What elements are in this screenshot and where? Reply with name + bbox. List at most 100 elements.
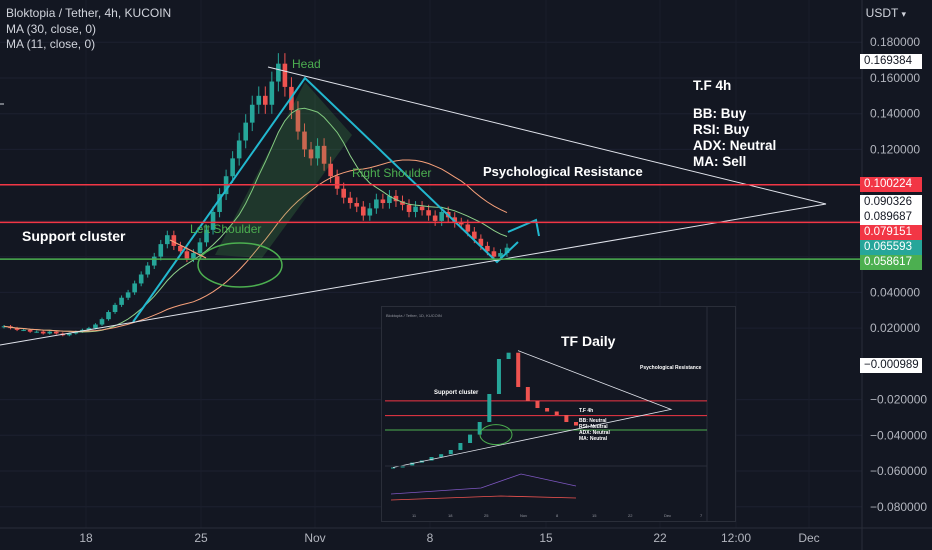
y-tick-label: 0.180000: [870, 35, 920, 49]
inset-x-tick-label: Nov: [520, 513, 528, 518]
candle-body: [328, 163, 333, 177]
inset-signals-panel: T.F 4h BB: Neutral RSI: Neutral ADX: Neu…: [579, 408, 610, 442]
inset-x-tick-label: 22: [628, 513, 633, 518]
candle-body: [73, 331, 79, 334]
symbol-title[interactable]: Bloktopia / Tether, 4h, KUCOIN: [6, 6, 172, 20]
y-tick-label: −0.040000: [870, 428, 927, 442]
candle-body: [485, 245, 490, 252]
ma30-legend[interactable]: MA (30, close, 0): [6, 22, 97, 36]
arrow-up-icon: [507, 218, 540, 237]
tf-title: T.F 4h: [693, 78, 732, 93]
inset-signal-rsi: RSI: Neutral: [579, 424, 608, 430]
currency-text: USDT: [865, 6, 899, 20]
candle-body: [53, 331, 59, 334]
left-shoulder-label: Left Shoulder: [190, 222, 262, 236]
x-axis[interactable]: 18 25 Nov 8 15 22 12:00 Dec: [0, 528, 860, 550]
candle-body: [276, 63, 281, 82]
candle-body: [99, 319, 105, 325]
candle-body: [504, 247, 510, 254]
candle-body: [491, 251, 497, 257]
inset-candle: [496, 359, 501, 394]
inset-signal-bb: BB: Neutral: [579, 418, 607, 424]
candle-body: [262, 95, 268, 105]
candle-body: [367, 208, 373, 216]
price-tag: 0.090326: [860, 194, 922, 210]
inset-x-tick-label: Dec: [664, 513, 672, 518]
inset-candle: [429, 457, 434, 461]
price-tag: 0.100224: [860, 177, 922, 193]
candle-body: [347, 197, 353, 204]
inset-candle: [545, 408, 550, 412]
inset-psych-label: Psychological Resistance: [640, 365, 702, 371]
candle-body: [432, 215, 438, 221]
candle-body: [458, 222, 464, 225]
ma30-line: [3, 159, 508, 332]
candle-body: [465, 224, 471, 232]
ma11-legend[interactable]: MA (11, close, 0): [6, 37, 96, 51]
candle-body: [400, 201, 405, 205]
signal-adx: ADX: Neutral: [693, 138, 777, 153]
candle-body: [334, 176, 340, 189]
inset-x-tick-label: 7: [700, 513, 703, 518]
candle-body: [119, 297, 124, 305]
inset-support-ellipse: [479, 424, 513, 446]
price-tag: 0.058617: [860, 254, 922, 270]
inset-tf-title: T.F 4h: [579, 408, 594, 414]
inset-signal-adx: ADX: Neutral: [579, 430, 610, 436]
candle-body: [40, 331, 46, 334]
x-tick-label: Nov: [304, 531, 326, 545]
right-shoulder-label: Right Shoulder: [352, 166, 432, 180]
candle-body: [14, 328, 20, 330]
candle-body: [145, 265, 151, 275]
candle-body: [374, 199, 379, 209]
x-tick-label: Dec: [798, 531, 820, 545]
inset-x-tick-label: 18: [448, 513, 453, 518]
price-tag: 0.169384: [860, 53, 922, 69]
candle-body: [67, 333, 72, 336]
candle-body: [184, 251, 190, 259]
inset-trendlines: [392, 350, 673, 468]
candle-body: [106, 312, 111, 320]
candle-body: [112, 304, 118, 313]
currency-label[interactable]: USDT ▾: [866, 6, 906, 20]
price-tag: 0.089687: [860, 209, 922, 225]
daily-inset-frame: Bloktopia / Tether, 1D, KUCOIN TF Daily …: [381, 306, 736, 522]
candle-body: [125, 292, 131, 298]
x-tick-label: 25: [194, 531, 208, 545]
y-tick-label: 0.120000: [870, 142, 920, 156]
candle-body: [34, 331, 39, 333]
candle-body: [380, 199, 386, 204]
candle-body: [478, 238, 484, 246]
inset-title: TF Daily: [561, 333, 616, 349]
candle-body: [419, 206, 425, 211]
candle-body: [452, 217, 458, 223]
inset-signal-ma: MA: Neutral: [579, 436, 608, 442]
inset-candle: [439, 454, 444, 457]
y-tick-label: 0.140000: [870, 107, 920, 121]
candle-body: [256, 95, 262, 105]
inset-candle: [525, 387, 530, 401]
inset-support-label: Support cluster: [434, 390, 479, 396]
candle-body: [295, 110, 301, 132]
pattern-zigzag: [132, 76, 519, 323]
candle-body: [439, 211, 444, 221]
candle-body: [498, 253, 503, 257]
inset-x-tick-label: 15: [592, 513, 597, 518]
inset-candle: [410, 462, 415, 466]
candle-body: [472, 231, 477, 239]
candle-body: [191, 253, 196, 259]
chevron-down-icon: ▾: [901, 9, 906, 19]
candle-body: [230, 158, 235, 177]
candle-body: [426, 210, 431, 216]
inset-candle: [458, 443, 463, 450]
y-tick-label: −0.080000: [870, 500, 927, 514]
psych-resistance-label: Psychological Resistance: [483, 164, 643, 179]
candle-body: [171, 235, 177, 246]
daily-inset-chart: [381, 306, 736, 522]
candle-body: [315, 145, 320, 159]
inset-candle: [391, 467, 395, 469]
triangle-trendlines: [0, 66, 827, 346]
inset-x-tick-label: 11: [412, 513, 417, 518]
y-tick-label: 0.160000: [870, 71, 920, 85]
horizontal-levels: [0, 184, 862, 260]
